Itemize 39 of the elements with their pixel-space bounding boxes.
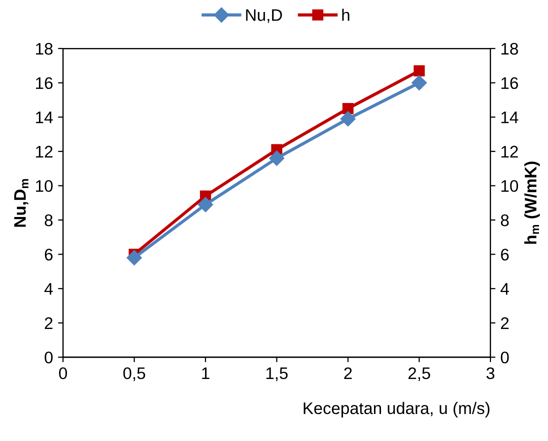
- y-tick-label: 4: [44, 283, 53, 295]
- point: [414, 65, 425, 76]
- y-tick-label: 12: [36, 146, 52, 158]
- y2-tick-label: 14: [501, 112, 518, 124]
- y2-tick-label: 8: [500, 214, 509, 226]
- y2-tick-label: 0: [500, 352, 509, 364]
- legend-label: h: [342, 8, 350, 21]
- point: [269, 150, 284, 166]
- x-axis-title: Kecepatan udara, u (m/s): [304, 402, 490, 418]
- x-tick-label: 2: [344, 367, 352, 380]
- y-tick-label: 8: [44, 214, 53, 226]
- x-tick-label: 0,5: [123, 367, 146, 382]
- y-tick-label: 2: [44, 317, 52, 329]
- y-tick-label: 0: [44, 352, 53, 364]
- legend-label: Nu,D: [246, 9, 282, 23]
- x-tick-label: 3: [486, 367, 494, 380]
- x-tick-label: 1,5: [266, 368, 288, 382]
- point: [198, 197, 214, 212]
- y2-tick-label: 6: [501, 248, 509, 261]
- point: [412, 75, 427, 90]
- point: [340, 111, 356, 126]
- y-tick-label: 18: [36, 42, 53, 55]
- y-axis-title: Nu,D$_{m}$: [14, 179, 28, 227]
- x-tick-label: 0: [59, 367, 68, 380]
- y2-tick-label: 16: [501, 77, 518, 90]
- y-tick-label: 16: [36, 77, 53, 90]
- y-tick-label: 6: [44, 248, 53, 261]
- y2-axis-title: h$_{m}$ (W/mK): [524, 162, 540, 244]
- x-tick-label: 2,5: [408, 367, 430, 382]
- y-tick-label: 10: [36, 180, 53, 192]
- x-tick-label: 1: [202, 368, 210, 380]
- point: [342, 102, 354, 114]
- y-tick-label: 14: [36, 112, 53, 124]
- y2-tick-label: 18: [501, 42, 518, 55]
- y2-tick-label: 2: [501, 317, 509, 329]
- point: [126, 250, 142, 266]
- y2-tick-label: 4: [500, 283, 509, 295]
- y2-tick-label: 10: [501, 180, 518, 192]
- y2-tick-label: 12: [501, 146, 518, 158]
